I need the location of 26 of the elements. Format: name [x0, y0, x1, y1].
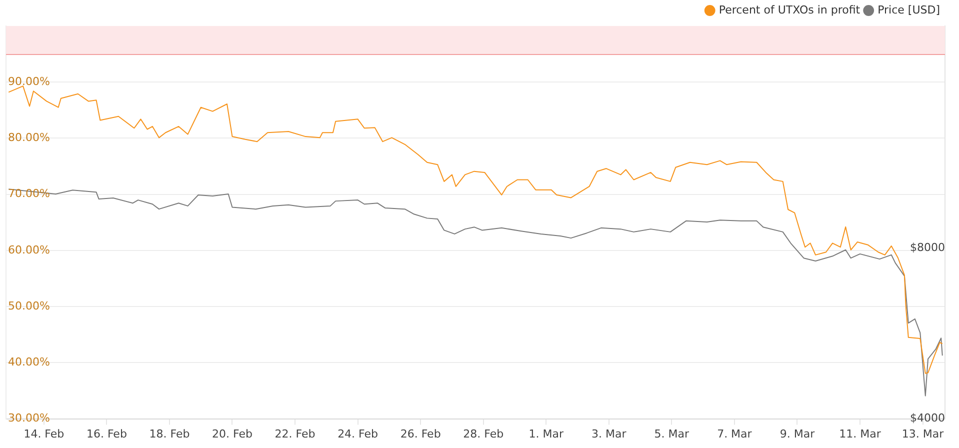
y-tick-label: 60.00% [8, 243, 50, 256]
x-tick-label: 28. Feb [463, 427, 504, 440]
y-tick-label: 40.00% [8, 356, 50, 369]
y-tick-label: 70.00% [8, 187, 50, 200]
x-tick-label: 5. Mar [654, 427, 690, 440]
x-tick-label: 20. Feb [212, 427, 252, 440]
y-tick-label: 50.00% [8, 299, 50, 312]
x-tick-label: 26. Feb [400, 427, 441, 440]
x-tick-label: 14. Feb [24, 427, 64, 440]
x-tick-label: 18. Feb [149, 427, 190, 440]
y2-tick-label: $8000 [910, 240, 945, 254]
x-tick-label: 1. Mar [528, 427, 564, 440]
legend-label: Price [USD] [878, 3, 940, 16]
x-tick-label: 16. Feb [86, 427, 127, 440]
x-tick-label: 7. Mar [717, 427, 752, 440]
y2-tick-label: $4000 [910, 412, 945, 425]
y-tick-label: 30.00% [8, 412, 50, 425]
x-tick-label: 24. Feb [338, 427, 378, 440]
y-tick-label: 80.00% [8, 131, 50, 144]
x-tick-label: 13. Mar [902, 427, 944, 440]
x-tick-label: 3. Mar [592, 427, 627, 440]
x-tick-label: 9. Mar [780, 427, 816, 440]
y-tick-label: 90.00% [8, 74, 50, 88]
x-tick-label: 11. Mar [839, 427, 882, 440]
legend-label: Percent of UTXOs in profit [718, 3, 861, 16]
x-tick-label: 22. Feb [274, 427, 316, 440]
